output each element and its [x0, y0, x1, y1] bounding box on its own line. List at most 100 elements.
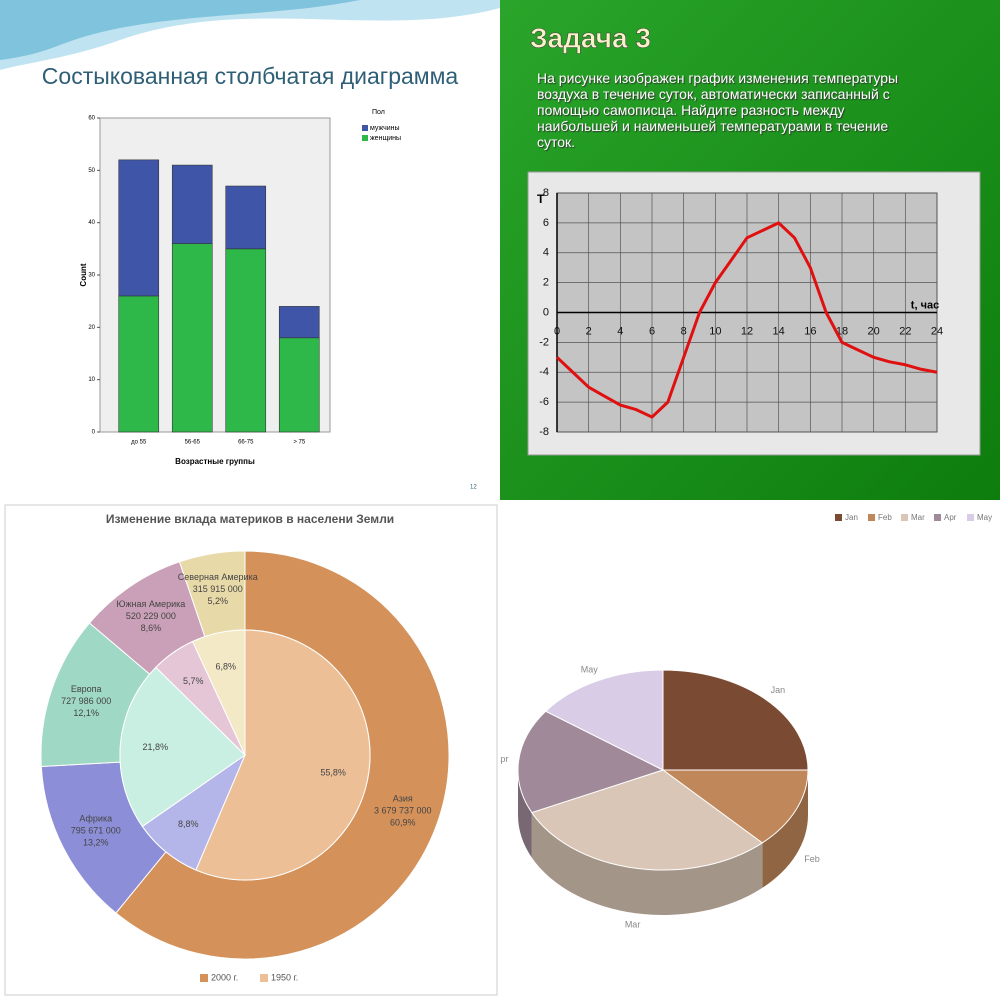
pie-slice [531, 769, 764, 871]
x-tick-label: до 55 [131, 440, 147, 446]
chart-title: Изменение вклада материков в населени Зе… [106, 512, 394, 526]
slice-label: Африка [79, 813, 112, 823]
legend-swatch [260, 974, 268, 982]
task-text: На рисунке изображен график изменения те… [537, 70, 899, 150]
legend-title: Пол [372, 109, 385, 116]
legend-label: Feb [878, 513, 892, 522]
value-label: 8,8% [178, 819, 199, 829]
donut-chart: Изменение вклада материков в населени Зе… [4, 504, 498, 996]
y-axis-label: Count [79, 263, 88, 286]
population-label: 795 671 000 [71, 825, 121, 835]
y-tick-label: 8 [543, 187, 549, 199]
slice-label: Apr [500, 754, 508, 764]
slice-label: Южная Америка [116, 599, 185, 609]
y-tick-label: 40 [88, 220, 95, 226]
value-label: 6,8% [215, 661, 236, 671]
x-tick-label: 8 [681, 325, 687, 337]
y-tick-label: -4 [539, 366, 549, 378]
population-label: 315 915 000 [193, 584, 243, 594]
pie-chart: Jan Feb Mar Apr May Jan Feb Mar Apr May [500, 513, 992, 929]
bar-segment [278, 337, 320, 433]
legend-swatch [967, 514, 974, 521]
pie-side [762, 770, 808, 888]
x-tick-label: 4 [617, 325, 623, 337]
slice-label: Mar [625, 919, 641, 929]
legend-swatch [934, 514, 941, 521]
donut-slice [191, 629, 246, 756]
slide-number: 12 [470, 485, 477, 491]
x-tick-label: 6 [649, 325, 655, 337]
x-tick-label: 24 [931, 325, 943, 337]
legend-label: May [977, 513, 992, 522]
x-axis-label: t, час [911, 299, 939, 311]
bar-segment [171, 243, 213, 433]
value-label: 8,6% [141, 623, 162, 633]
population-label: 520 229 000 [126, 611, 176, 621]
slice-label: Европа [71, 684, 102, 694]
pie-side [531, 812, 763, 915]
bar-segment [225, 185, 267, 250]
slice-label: Jan [771, 685, 786, 695]
slice-label: Азия [393, 794, 413, 804]
bar-segment [278, 306, 320, 339]
stacked-bar-chart: Состыкованная столбчатая диаграмма 0 10 20… [0, 0, 500, 491]
y-tick-label: -8 [539, 426, 549, 438]
y-tick-label: 20 [88, 325, 95, 331]
legend-swatch [362, 135, 368, 141]
x-tick-label: 12 [741, 325, 753, 337]
value-label: 12,1% [73, 708, 99, 718]
bar-segment [118, 295, 160, 433]
bar-segment [225, 248, 267, 433]
value-label: 5,2% [208, 596, 229, 606]
legend-label: 1950 г. [271, 972, 298, 982]
pie-slice [662, 669, 809, 771]
slice-label: May [581, 665, 599, 675]
x-tick-label: 56-65 [185, 440, 201, 446]
legend-swatch [868, 514, 875, 521]
pie-slice [517, 710, 665, 814]
slice-label: Северная Америка [178, 572, 258, 582]
value-label: 55,8% [320, 767, 346, 777]
x-tick-label: 20 [868, 325, 880, 337]
pie-slice [661, 769, 809, 844]
population-label: 727 986 000 [61, 696, 111, 706]
decor-wave [0, 0, 360, 60]
value-label: 5,7% [183, 676, 204, 686]
legend-label: 2000 г. [211, 972, 238, 982]
y-tick-label: -6 [539, 396, 549, 408]
legend-label: женщины [370, 135, 401, 142]
pie-slice [544, 669, 664, 771]
y-tick-label: 30 [88, 273, 95, 279]
y-tick-label: 2 [543, 277, 549, 289]
line-series [555, 221, 938, 419]
donut-slice [195, 629, 371, 881]
population-label: 3 679 737 000 [374, 806, 432, 816]
y-tick-label: 60 [88, 116, 95, 122]
y-tick-label: 4 [543, 247, 549, 259]
y-tick-label: 50 [88, 168, 95, 174]
line-chart: Задача 3 024681012141618202224-8-6-4-202… [527, 22, 981, 456]
x-tick-label: > 75 [293, 440, 306, 446]
legend-label: Jan [845, 513, 858, 522]
x-tick-label: 66-75 [238, 440, 254, 446]
bar-segment [171, 164, 213, 244]
y-tick-label: 0 [543, 306, 549, 318]
legend-swatch [200, 974, 208, 982]
x-tick-label: 16 [804, 325, 816, 337]
legend-label: Mar [911, 513, 925, 522]
y-tick-label: 0 [92, 430, 96, 436]
legend-swatch [835, 514, 842, 521]
donut-slice [119, 666, 246, 828]
x-tick-label: 22 [899, 325, 911, 337]
legend-label: мужчины [370, 125, 400, 132]
bar-segment [118, 159, 160, 297]
y-tick-label: -2 [539, 336, 549, 348]
x-tick-label: 10 [709, 325, 721, 337]
y-tick-label: 10 [88, 377, 95, 383]
y-tick-label: 6 [543, 217, 549, 229]
value-label: 21,8% [143, 742, 169, 752]
chart-title: Задача 3 [530, 22, 651, 53]
chart-title: Состыкованная столбчатая диаграмма [42, 63, 459, 89]
slice-label: Feb [804, 854, 820, 864]
